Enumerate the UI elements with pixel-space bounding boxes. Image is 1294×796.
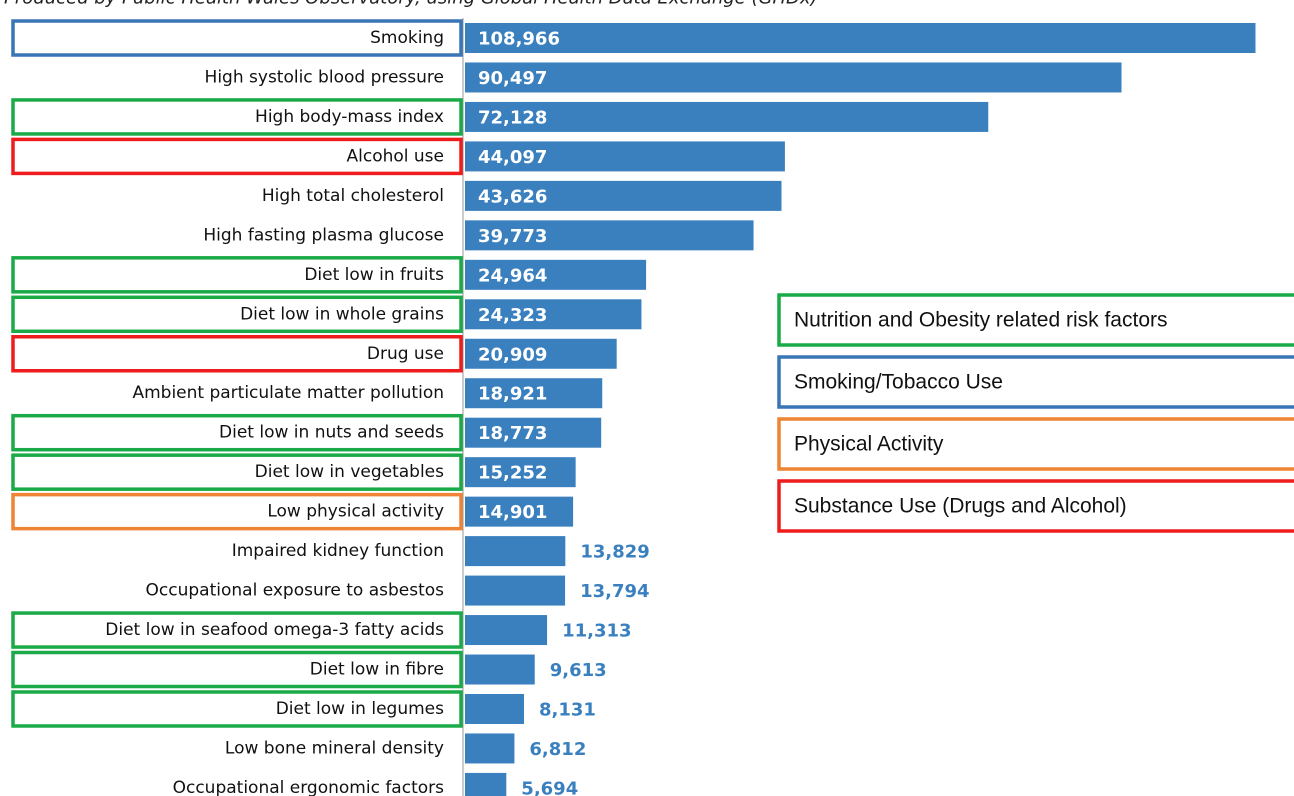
category-group-box	[11, 137, 463, 176]
category-label: Occupational exposure to asbestos	[146, 581, 445, 601]
bar	[465, 101, 989, 132]
category-label: High fasting plasma glucose	[203, 225, 444, 245]
bar	[465, 457, 576, 488]
legend-label: Nutrition and Obesity related risk facto…	[794, 309, 1168, 332]
value-label: 8,131	[539, 699, 596, 720]
category-label: Alcohol use	[347, 146, 445, 166]
category-label: Occupational ergonomic factors	[173, 778, 445, 796]
value-label: 44,097	[478, 147, 547, 168]
value-label: 18,773	[478, 423, 547, 444]
legend-box	[777, 355, 1294, 409]
bar	[465, 417, 602, 448]
value-label: 72,128	[478, 107, 547, 128]
value-label: 43,626	[478, 186, 547, 207]
category-group-box	[11, 295, 463, 334]
bar	[465, 378, 603, 409]
category-label: Smoking	[370, 28, 444, 48]
category-group-box	[11, 650, 463, 689]
value-label: 90,497	[478, 68, 547, 89]
category-group-box	[11, 413, 463, 452]
legend-box	[777, 417, 1294, 471]
value-label: 108,966	[478, 29, 560, 50]
bar	[465, 654, 535, 685]
category-group-box	[11, 256, 463, 294]
value-label: 24,964	[478, 265, 547, 286]
legend-label: Physical Activity	[794, 433, 944, 456]
value-label: 9,613	[550, 660, 607, 681]
value-label: 18,921	[478, 384, 547, 405]
category-group-box	[11, 690, 463, 728]
category-group-box	[11, 492, 463, 531]
value-label: 5,694	[521, 778, 578, 796]
bar	[465, 693, 524, 724]
category-label: Diet low in legumes	[276, 699, 444, 719]
category-label: Diet low in seafood omega-3 fatty acids	[105, 620, 444, 640]
bar	[465, 496, 574, 527]
category-label: Ambient particulate matter pollution	[132, 383, 444, 403]
category-group-box	[11, 335, 463, 373]
category-label: Diet low in fibre	[310, 660, 444, 680]
category-group-box	[11, 19, 463, 57]
bar	[465, 338, 617, 369]
category-label: Drug use	[367, 344, 444, 364]
value-label: 39,773	[478, 226, 547, 247]
bar	[465, 62, 1122, 93]
value-label: 13,829	[580, 542, 649, 563]
category-label: Diet low in nuts and seeds	[219, 423, 444, 443]
bar	[465, 259, 647, 290]
category-label: High body-mass index	[255, 107, 444, 127]
bar	[465, 772, 507, 796]
legend-box	[777, 479, 1294, 533]
value-label: 11,313	[562, 621, 631, 642]
value-label: 14,901	[478, 502, 547, 523]
value-label: 13,794	[580, 581, 649, 602]
legend-box	[777, 293, 1294, 347]
category-label: Low physical activity	[267, 502, 444, 522]
bar	[465, 220, 754, 251]
category-group-box	[11, 98, 463, 136]
value-label: 24,323	[478, 305, 547, 326]
bar	[465, 141, 785, 172]
value-label: 6,812	[529, 739, 586, 760]
chart-subtitle: Produced by Public Health Wales Observat…	[4, 0, 818, 9]
category-group-box	[11, 453, 463, 491]
category-group-box	[11, 611, 463, 649]
category-label: Diet low in fruits	[304, 265, 444, 285]
category-label: Diet low in vegetables	[255, 462, 445, 482]
category-label: Low bone mineral density	[225, 738, 444, 758]
category-label: Impaired kidney function	[232, 541, 444, 561]
bar	[465, 23, 1256, 53]
bar	[465, 299, 642, 330]
category-label: Diet low in whole grains	[240, 304, 444, 324]
bar	[465, 180, 782, 211]
value-label: 20,909	[478, 344, 547, 365]
bar	[465, 536, 566, 567]
category-label: High total cholesterol	[262, 186, 444, 206]
category-label: High systolic blood pressure	[205, 67, 444, 87]
legend-label: Smoking/Tobacco Use	[794, 371, 1003, 394]
bar	[465, 575, 566, 606]
bar	[465, 615, 548, 646]
bar	[465, 733, 515, 764]
value-label: 15,252	[478, 463, 547, 484]
legend-label: Substance Use (Drugs and Alcohol)	[794, 495, 1127, 518]
